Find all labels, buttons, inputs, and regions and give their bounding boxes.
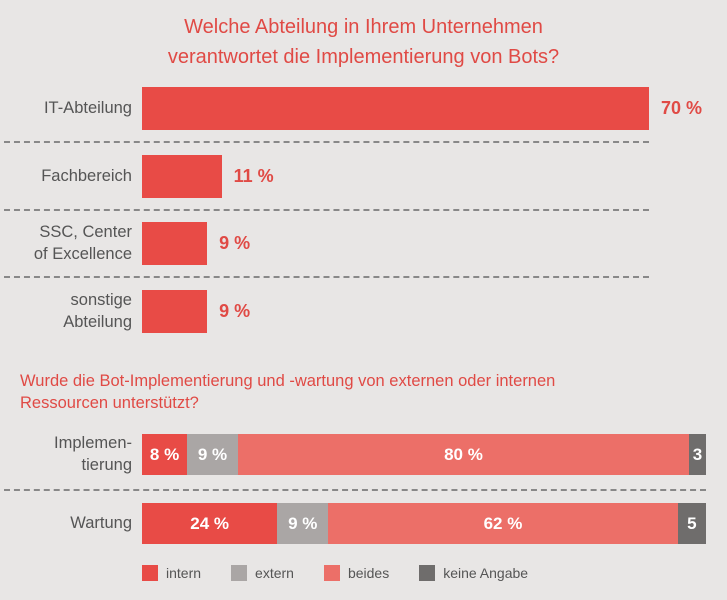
value-label: 70 %	[661, 98, 703, 118]
stacked-bar: 8 % 9 % 80 % 3	[142, 434, 706, 475]
bar	[142, 290, 208, 333]
bar-segment: 80 %	[237, 434, 690, 475]
legend-item: beides	[323, 565, 390, 581]
value-label: 9 %	[219, 233, 251, 253]
category-label: Implemen- tierung	[54, 434, 132, 474]
row-divider	[4, 141, 649, 143]
category-label: Wartung	[70, 514, 132, 532]
legend-label: keine Angabe	[443, 565, 529, 581]
chart-2-legend: intern extern beides keine Angabe	[142, 565, 558, 581]
legend-item: intern	[142, 565, 201, 581]
legend-swatch	[419, 565, 436, 581]
category-label: SSC, Center of Excellence	[33, 223, 132, 263]
stacked-bar: 24 % 9 % 62 % 5	[142, 503, 706, 544]
bar-segment: 8 %	[142, 434, 188, 475]
chart-2-title: Wurde die Bot-Implementierung und -wartu…	[20, 372, 556, 412]
bar-segment: 9 %	[277, 503, 329, 544]
bar	[142, 155, 222, 198]
legend-label: extern	[255, 565, 294, 581]
bar	[142, 222, 208, 265]
legend-label: intern	[166, 565, 202, 581]
bar-segment: 9 %	[187, 434, 238, 475]
legend-swatch	[323, 565, 340, 581]
chart-1-title: Welche Abteilung in Ihrem Unternehmen ve…	[167, 16, 560, 68]
legend-swatch	[231, 565, 248, 581]
value-label: 11 %	[233, 166, 274, 186]
row-divider	[4, 489, 706, 491]
row-divider	[4, 276, 649, 278]
legend-item: keine Angabe	[419, 565, 528, 581]
bar-segment: 3	[689, 434, 706, 475]
category-label: Fachbereich	[41, 167, 132, 185]
bar-segment: 24 %	[142, 503, 278, 544]
category-label: sonstige Abteilung	[63, 291, 132, 331]
row-divider	[4, 209, 649, 211]
bar-segment: 62 %	[328, 503, 678, 544]
legend-swatch	[142, 565, 158, 581]
bar-segment: 5	[677, 503, 706, 544]
category-label: IT-Abteilung	[43, 99, 132, 117]
legend-label: beides	[347, 565, 390, 581]
legend-item: extern	[231, 565, 294, 581]
bar	[142, 87, 649, 130]
value-label: 9 %	[219, 301, 251, 321]
